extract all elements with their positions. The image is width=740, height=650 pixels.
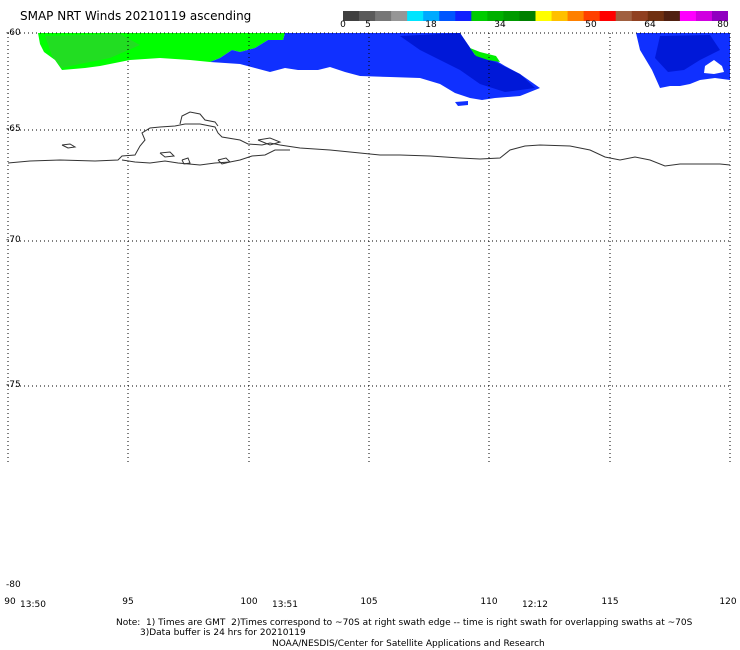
colorbar	[343, 6, 729, 21]
wind-swath-green-edge	[45, 34, 140, 68]
no-data-hole	[704, 60, 724, 74]
lon-label-95: 95	[122, 597, 134, 607]
colorbar-label-50: 50	[585, 20, 597, 30]
island-outline-4	[257, 137, 282, 146]
lat-label-65: -65	[6, 124, 21, 134]
colorbar-segment	[695, 11, 713, 21]
lon-label-115: 115	[601, 597, 619, 607]
colorbar-label-0: 0	[340, 20, 346, 30]
island-outline-1	[61, 143, 77, 149]
colorbar-segment	[535, 11, 553, 21]
island-outline-2	[159, 151, 176, 158]
swath-time-1: 13:50	[20, 600, 46, 610]
lon-label-110: 110	[480, 597, 498, 607]
lon-label-120: 120	[719, 597, 737, 607]
island-outline-3	[217, 157, 231, 165]
colorbar-segment	[407, 11, 424, 21]
swath-time-3: 12:12	[522, 600, 548, 610]
colorbar-segment	[663, 11, 681, 21]
wind-swath-layer	[38, 33, 730, 106]
ice-shelf-outline	[179, 111, 219, 127]
colorbar-segment	[551, 11, 569, 21]
coastline	[7, 111, 731, 167]
lat-label-75: -75	[6, 380, 21, 390]
colorbar-segment	[711, 11, 729, 21]
lat-label-80: -80	[6, 580, 21, 590]
footer-note-2: 3)Data buffer is 24 hrs for 20210119	[140, 628, 306, 638]
colorbar-label-5: 5	[365, 20, 371, 30]
colorbar-segment	[567, 11, 585, 21]
lat-label-60: -60	[6, 28, 21, 38]
colorbar-segment	[343, 11, 360, 21]
colorbar-segment	[583, 11, 601, 21]
colorbar-segment	[439, 11, 456, 21]
colorbar-label-34: 34	[494, 20, 506, 30]
colorbar-gradient	[343, 11, 729, 21]
lon-label-105: 105	[360, 597, 378, 607]
colorbar-segment	[455, 11, 472, 21]
lon-label-90: 90	[4, 597, 16, 607]
colorbar-label-18: 18	[425, 20, 437, 30]
colorbar-segment	[423, 11, 440, 21]
wind-swath-green-patch	[470, 48, 500, 62]
colorbar-segment	[519, 11, 536, 21]
colorbar-segment	[391, 11, 408, 21]
wind-swath-blue-east-deep	[655, 35, 720, 72]
colorbar-segment	[375, 11, 392, 21]
colorbar-label-64: 64	[644, 20, 656, 30]
wind-swath-blue-deep	[400, 33, 535, 92]
colorbar-segment	[599, 11, 617, 21]
island-outline-5	[181, 157, 191, 165]
coastline-inner	[121, 149, 290, 166]
antarctic-coastline	[7, 123, 731, 167]
footer-credit: NOAA/NESDIS/Center for Satellite Applica…	[272, 639, 545, 649]
colorbar-segment	[359, 11, 376, 21]
graticule	[7, 32, 731, 464]
lat-label-70: -70	[6, 235, 21, 245]
colorbar-segment	[615, 11, 633, 21]
colorbar-segment	[647, 11, 665, 21]
footer-note-1: Note: 1) Times are GMT 2)Times correspon…	[116, 618, 693, 628]
colorbar-segment	[503, 11, 520, 21]
wind-swath-blue-fragment	[455, 101, 468, 106]
lon-label-100: 100	[240, 597, 258, 607]
swath-time-2: 13:51	[272, 600, 298, 610]
colorbar-segment	[631, 11, 649, 21]
colorbar-segment	[471, 11, 488, 21]
colorbar-segment	[487, 11, 504, 21]
map-title: SMAP NRT Winds 20210119 ascending	[20, 9, 252, 23]
colorbar-label-80: 80	[717, 20, 729, 30]
colorbar-segment	[679, 11, 697, 21]
